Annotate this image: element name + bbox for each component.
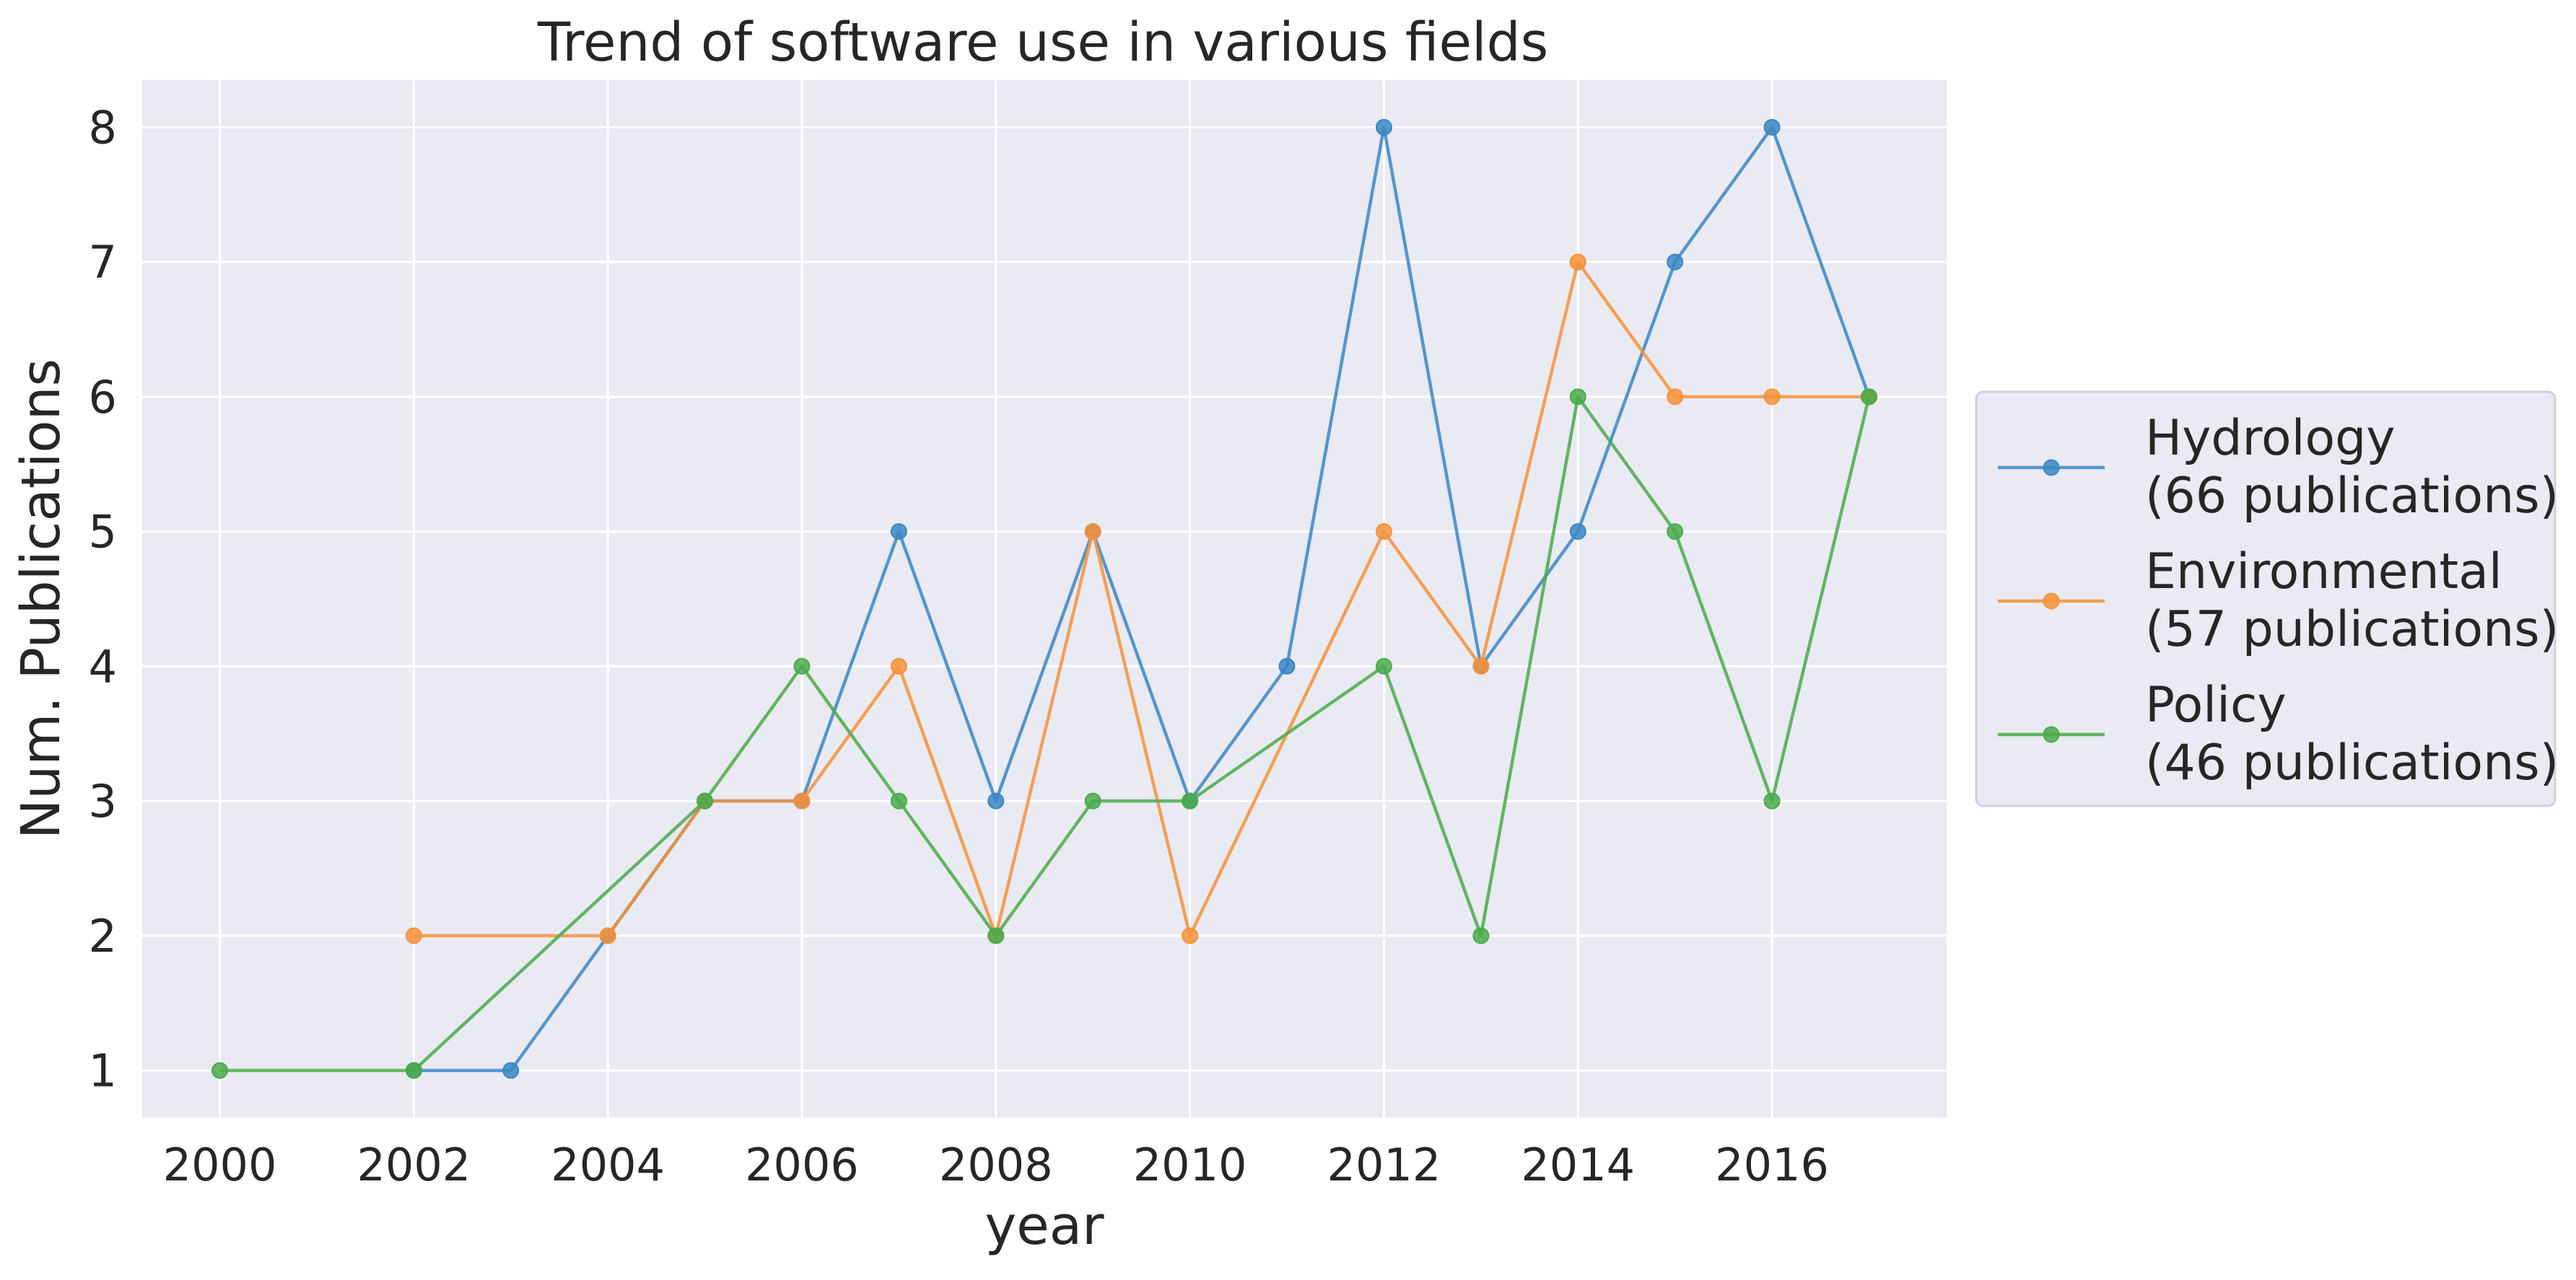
x-tick-label: 2014 [1521, 1139, 1635, 1191]
legend-marker-environmental [2043, 592, 2060, 610]
data-point-policy [1763, 792, 1781, 810]
series-line-policy [219, 395, 1871, 1072]
data-point-policy [1375, 657, 1392, 675]
data-point-policy [1472, 927, 1490, 944]
x-tick-label: 2002 [357, 1139, 471, 1191]
data-point-environmental [1182, 927, 1199, 944]
y-tick-label: 3 [89, 775, 117, 828]
data-point-policy [1860, 388, 1877, 406]
legend: Hydrology(66 publications)Environmental(… [1975, 390, 2559, 807]
data-point-policy [1084, 792, 1101, 810]
x-tick-label: 2004 [551, 1139, 665, 1191]
x-tick-label: 2010 [1133, 1139, 1247, 1191]
data-point-environmental [1667, 388, 1684, 406]
grid [142, 80, 1947, 1118]
legend-sublabel: (57 publications) [2145, 601, 2559, 658]
legend-label: Hydrology [2145, 410, 2396, 467]
y-tick-label: 7 [89, 236, 117, 289]
data-point-hydrology [1569, 523, 1586, 540]
legend-label: Policy [2145, 677, 2287, 734]
legend-item-environmental: Environmental(57 publications) [1998, 543, 2559, 658]
y-tick-label: 6 [89, 371, 117, 424]
data-point-policy [890, 792, 907, 810]
legend-item-policy: Policy(46 publications) [1998, 677, 2559, 792]
data-point-hydrology [502, 1062, 520, 1079]
legend-marker-policy [2043, 726, 2060, 743]
data-point-hydrology [890, 523, 907, 540]
data-point-environmental [599, 927, 616, 944]
data-point-policy [987, 927, 1005, 944]
data-point-policy [405, 1062, 422, 1079]
y-tick-label: 5 [89, 506, 117, 558]
y-tick-label: 8 [89, 101, 117, 154]
data-point-policy [697, 792, 714, 810]
data-point-environmental [793, 792, 811, 810]
data-point-hydrology [1763, 118, 1781, 136]
chart-title: Trend of software use in various fields [537, 12, 1548, 74]
data-point-environmental [890, 657, 907, 675]
x-axis-ticks: 2000 2002 2004 2006 2008 2010 2012 2014 2016 [163, 1139, 1829, 1191]
y-tick-label: 2 [89, 910, 117, 963]
data-point-policy [1569, 388, 1586, 406]
data-point-policy [211, 1062, 229, 1079]
x-axis-title: year [984, 1195, 1104, 1257]
data-point-environmental [1763, 388, 1781, 406]
data-point-environmental [1472, 657, 1490, 675]
series-layer [211, 118, 1877, 1079]
legend-box [1975, 390, 2557, 807]
series-policy [211, 388, 1877, 1079]
legend-label: Environmental [2145, 543, 2502, 600]
x-tick-label: 2008 [939, 1139, 1053, 1191]
legend-item-hydrology: Hydrology(66 publications) [1998, 410, 2559, 525]
legend-sublabel: (46 publications) [2145, 735, 2559, 792]
data-point-environmental [1084, 523, 1101, 540]
data-point-hydrology [1278, 657, 1296, 675]
y-tick-label: 4 [89, 640, 117, 693]
data-point-policy [793, 657, 811, 675]
series-line-environmental [414, 260, 1869, 938]
data-point-hydrology [987, 792, 1005, 810]
y-axis-title: Num. Publications [10, 359, 72, 839]
data-point-environmental [1375, 523, 1392, 540]
x-tick-label: 2000 [163, 1139, 277, 1191]
x-tick-label: 2006 [745, 1139, 859, 1191]
x-tick-label: 2016 [1715, 1139, 1829, 1191]
data-point-hydrology [1667, 253, 1684, 271]
legend-sublabel: (66 publications) [2145, 468, 2559, 525]
y-axis-ticks: 1 2 3 4 5 6 7 8 [89, 101, 117, 1097]
data-point-policy [1667, 523, 1684, 540]
data-point-environmental [1569, 253, 1586, 271]
legend-marker-hydrology [2043, 459, 2060, 476]
data-point-policy [1182, 792, 1199, 810]
y-tick-label: 1 [89, 1045, 117, 1097]
data-point-hydrology [1375, 118, 1392, 136]
x-tick-label: 2012 [1327, 1139, 1441, 1191]
plot-area [142, 80, 1947, 1118]
data-point-environmental [405, 927, 422, 944]
